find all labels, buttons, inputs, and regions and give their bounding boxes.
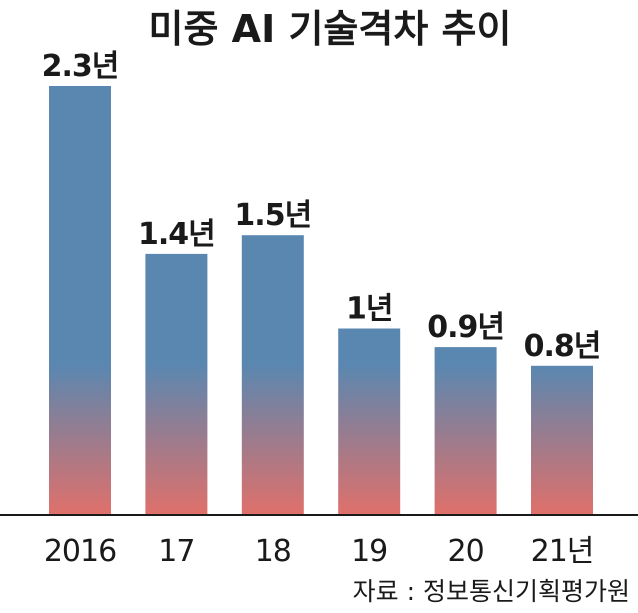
tick-label-17: 17: [158, 534, 194, 569]
bar-2016: [49, 86, 111, 515]
tick-label-2016: 2016: [44, 534, 116, 569]
bar-20: [434, 347, 497, 515]
value-label-17: 1.4년: [138, 217, 215, 252]
value-label-2016: 2.3년: [42, 49, 119, 84]
source-note: 자료 : 정보통신기획평가원: [353, 577, 630, 606]
value-label-18: 1.5년: [234, 198, 311, 233]
value-label-group: 2.3년 1.4년 1.5년 1년 0.9년 0.8년: [42, 49, 602, 364]
bar-18: [241, 235, 304, 515]
value-label-21년: 0.8년: [524, 329, 601, 364]
tick-label-19: 19: [351, 534, 387, 569]
tick-label-20: 20: [448, 534, 484, 569]
bar-19: [338, 328, 401, 515]
bar-17: [145, 253, 208, 515]
value-label-19: 1년: [346, 292, 392, 327]
tick-label-18: 18: [255, 534, 291, 569]
tick-label-group: 2016 17 18 19 20 21년: [44, 534, 595, 569]
bar-group: [49, 86, 593, 515]
tick-label-21년: 21년: [531, 534, 594, 569]
value-label-20: 0.9년: [427, 310, 504, 345]
bar-21년: [531, 365, 593, 515]
chart-title: 미중 AI 기술격차 추이: [149, 7, 512, 51]
